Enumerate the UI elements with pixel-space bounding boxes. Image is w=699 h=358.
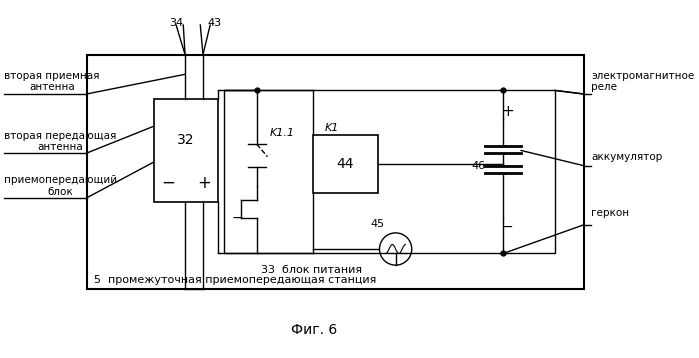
Text: +: + xyxy=(197,174,211,192)
Text: −: − xyxy=(231,211,243,225)
Text: 44: 44 xyxy=(337,158,354,171)
Text: 34: 34 xyxy=(169,18,183,28)
Text: приемопередающий
блок: приемопередающий блок xyxy=(4,175,117,197)
Text: аккумулятор: аккумулятор xyxy=(591,152,662,162)
Text: электромагнитное
реле: электромагнитное реле xyxy=(591,71,694,92)
Text: 45: 45 xyxy=(370,219,384,229)
Text: 43: 43 xyxy=(208,18,222,28)
Text: +: + xyxy=(501,105,514,120)
Bar xyxy=(154,100,218,202)
Text: −: − xyxy=(161,174,175,192)
Text: 32: 32 xyxy=(178,133,195,147)
Text: вторая передающая
антенна: вторая передающая антенна xyxy=(4,131,117,152)
Bar xyxy=(87,54,584,289)
Bar xyxy=(313,135,377,193)
Text: Фиг. 6: Фиг. 6 xyxy=(291,323,337,337)
Text: 33  блок питания: 33 блок питания xyxy=(261,265,362,275)
Text: K1: K1 xyxy=(325,123,339,133)
Text: вторая приемная
антенна: вторая приемная антенна xyxy=(4,71,99,92)
Text: 46: 46 xyxy=(471,161,485,171)
Text: K1.1: K1.1 xyxy=(269,127,294,137)
Text: −: − xyxy=(502,219,514,234)
Text: 5  промежуточная приемопередающая станция: 5 промежуточная приемопередающая станция xyxy=(94,275,376,285)
Text: геркон: геркон xyxy=(591,208,629,218)
Bar xyxy=(224,91,555,253)
